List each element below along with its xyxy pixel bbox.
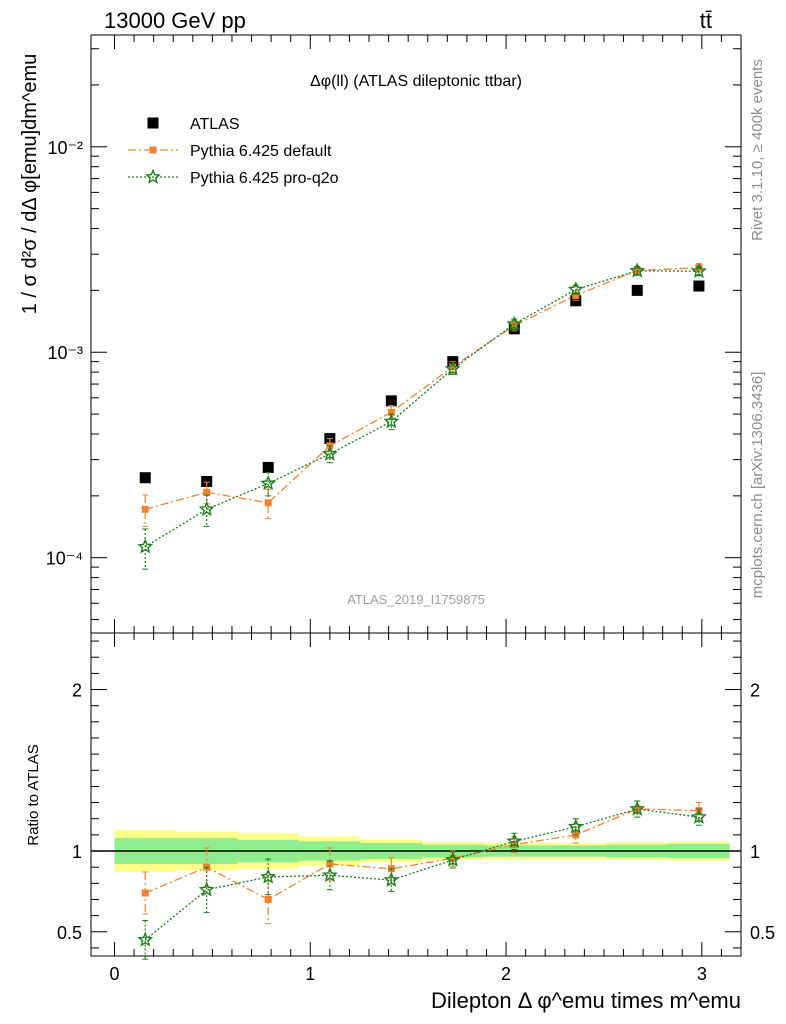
data-point — [690, 808, 707, 824]
main-panel: 10⁻⁴ 10⁻³ 10⁻² Δφ(ll) (ATLAS dileptonic tt… — [19, 34, 742, 634]
data-point — [449, 363, 457, 371]
series-line — [144, 270, 699, 548]
data-point — [444, 851, 461, 867]
x-tick-label: 3 — [697, 964, 707, 984]
data-point — [567, 818, 584, 834]
data-point — [260, 475, 277, 491]
ratio-axis-ticks: 0.5 0.5 1 1 2 2 0 1 2 3 — [57, 633, 775, 984]
mcplots-label: mcplots.cern.ch [arXiv:1306.3436] — [749, 372, 766, 599]
x-axis-label: Dilepton Δ φ^emu times m^emu — [431, 988, 741, 1013]
ratio-y-tick-label: 1 — [72, 842, 82, 862]
data-point — [506, 315, 523, 331]
main-y-axis-label: 1 / σ d²σ / dΔ φ[emu]dm^emu — [19, 54, 41, 315]
data-point — [383, 413, 400, 429]
data-point — [383, 871, 400, 887]
x-tick-label: 1 — [305, 964, 315, 984]
data-point — [264, 499, 272, 507]
data-point — [141, 505, 149, 513]
ratio-y-tick-label-right: 1 — [750, 842, 760, 862]
legend-entry-label: Pythia 6.425 default — [190, 143, 332, 160]
data-point — [139, 472, 151, 484]
data-point — [137, 538, 154, 554]
ratio-y-axis-label: Ratio to ATLAS — [25, 744, 42, 845]
legend: ATLAS Pythia 6.425 default Pythia 6.425 pr… — [128, 116, 339, 187]
data-point — [693, 280, 705, 292]
main-axis-ticks: 10⁻⁴ 10⁻³ 10⁻² — [46, 35, 741, 633]
ratio-uncertainty-bands — [91, 830, 741, 873]
data-point — [444, 360, 461, 376]
x-tick-label: 0 — [109, 964, 119, 984]
data-point — [631, 284, 643, 296]
main-y-tick-label: 10⁻⁴ — [46, 549, 83, 569]
series-line — [144, 808, 699, 941]
data-point — [385, 395, 397, 407]
data-point — [137, 931, 154, 947]
ratio-data-marks — [137, 800, 707, 960]
legend-marker — [147, 117, 159, 129]
legend-entry-label: Pythia 6.425 pro-q2o — [190, 170, 339, 187]
data-point — [260, 868, 277, 884]
ratio-y-tick-label-right: 0.5 — [750, 923, 775, 943]
series-line — [145, 267, 699, 510]
main-y-axis-label-text: 1 / σ d²σ / dΔ φ[emu]dm^emu — [19, 54, 41, 315]
data-point — [264, 895, 272, 903]
data-point — [572, 291, 580, 299]
rivet-label: Rivet 3.1.10, ≥ 400k events — [749, 59, 766, 241]
main-frame — [90, 34, 742, 634]
legend-marker — [149, 146, 157, 154]
data-point — [387, 408, 395, 416]
data-point — [141, 889, 149, 897]
chart-title: Δφ(ll) (ATLAS dileptonic ttbar) — [310, 73, 522, 90]
data-point — [321, 445, 338, 461]
data-point — [629, 800, 646, 816]
main-y-tick-label: 10⁻³ — [47, 343, 83, 363]
legend-marker — [145, 168, 161, 184]
main-data-marks — [137, 262, 707, 570]
data-point — [449, 854, 457, 862]
data-point — [203, 488, 211, 496]
data-point — [506, 832, 523, 849]
data-point — [198, 500, 215, 517]
series-line — [144, 808, 699, 901]
energy-label: 13000 GeV pp — [104, 8, 246, 33]
ratio-panel: 0.5 0.5 1 1 2 2 0 1 2 3 Ratio to ATLAS Dilepton Δ… — [25, 632, 775, 1013]
ratio-y-tick-label-right: 2 — [750, 681, 760, 701]
ratio-y-tick-label: 2 — [72, 681, 82, 701]
data-point — [201, 475, 213, 487]
data-point — [567, 281, 584, 297]
data-point — [690, 262, 707, 278]
data-point — [326, 860, 334, 868]
ratio-y-tick-label: 0.5 — [57, 923, 82, 943]
analysis-watermark: ATLAS_2019_I1759875 — [347, 592, 485, 607]
data-point — [321, 867, 338, 882]
main-y-tick-label: 10⁻² — [47, 138, 83, 158]
data-point — [198, 881, 215, 897]
ratio-frame — [90, 632, 742, 957]
legend-entry-label: ATLAS — [190, 116, 240, 133]
x-tick-label: 2 — [501, 964, 511, 984]
data-point — [629, 262, 646, 278]
process-label: tt̄ — [700, 8, 712, 33]
data-point — [262, 461, 274, 473]
data-point — [510, 321, 518, 329]
x-axis-label-text: Dilepton Δ φ^emu times m^emu — [431, 988, 741, 1013]
